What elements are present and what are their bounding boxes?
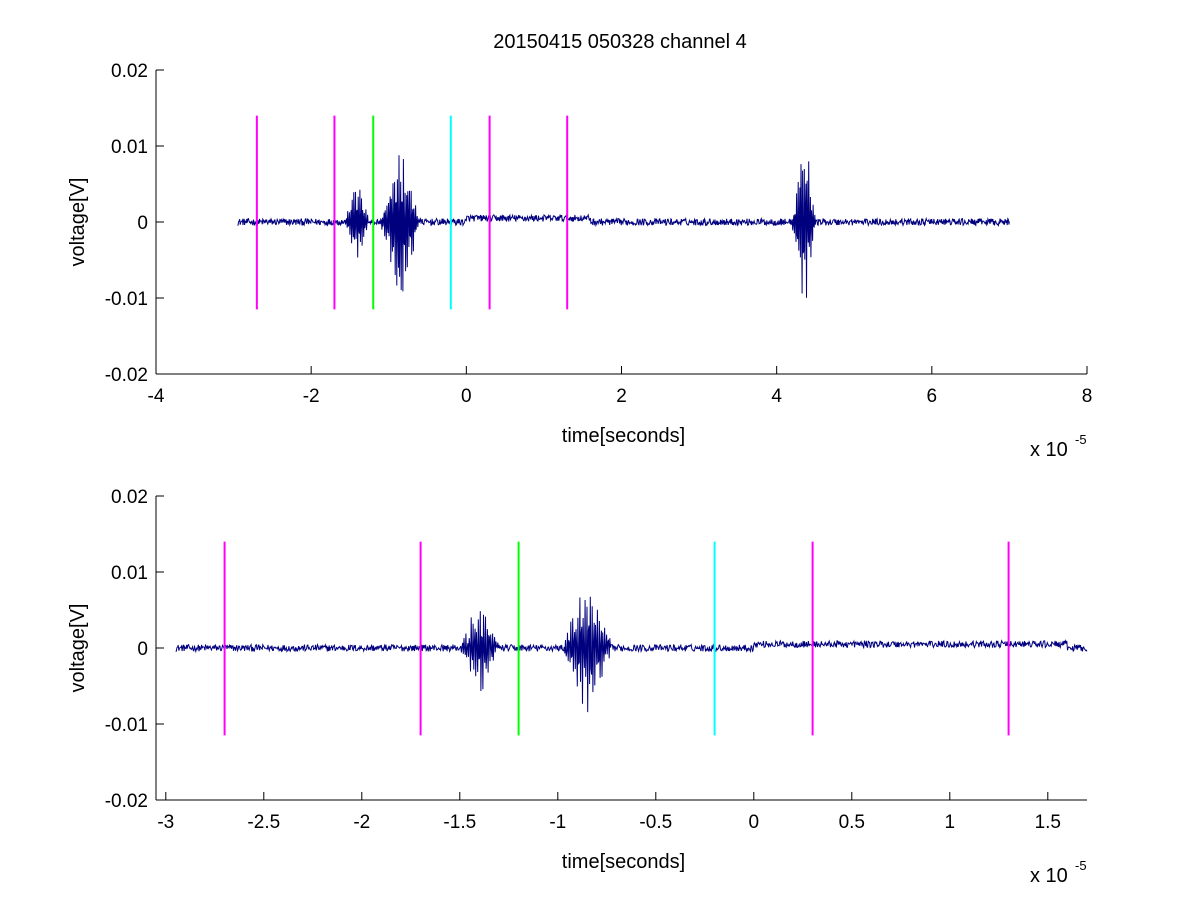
x-tick-label: 8 [1082,386,1093,407]
signal-trace [237,155,1010,298]
x-tick-label: -2 [303,386,320,407]
y-tick-label: -0.02 [105,791,148,812]
y-tick-label: 0 [137,213,148,234]
signal-trace [175,596,1088,713]
x-axis-label: time[seconds] [562,851,685,873]
x-tick-label: -2.5 [247,812,280,833]
y-tick-label: 0.01 [111,137,148,158]
figure-title: 20150415 050328 channel 4 [493,31,747,53]
bottom-plot: -0.02 -0.01 0 0.01 0.02 -3 -2.5 -2 -1.5 -1 -0.5 0 0.… [67,487,1088,887]
y-axis-label: voltage[V] [67,178,89,267]
x-tick-label: 0 [461,386,472,407]
x-tick-label: 0.5 [839,812,865,833]
x-tick-label: -3 [157,812,174,833]
x-tick-label: 6 [927,386,938,407]
x-tick-label: -4 [148,386,165,407]
x-exponent-label: x 10 [1030,439,1068,461]
x-tick-label: -2 [353,812,370,833]
y-tick-label: -0.01 [105,289,148,310]
x-tick-label: -1.5 [443,812,476,833]
y-tick-label: 0 [137,639,148,660]
x-exponent-power: -5 [1075,858,1087,873]
x-exponent-power: -5 [1075,432,1087,447]
y-tick-label: 0.02 [111,487,148,508]
x-tick-label: 1 [945,812,956,833]
x-tick-label: -1 [549,812,566,833]
y-tick-label: -0.01 [105,715,148,736]
y-tick-label: 0.02 [111,61,148,82]
x-axis-label: time[seconds] [562,425,685,447]
x-tick-label: 4 [771,386,782,407]
x-tick-label: 2 [616,386,627,407]
y-axis-label: voltage[V] [67,604,89,693]
y-tick-label: -0.02 [105,365,148,386]
x-tick-label: -0.5 [639,812,672,833]
y-tick-label: 0.01 [111,563,148,584]
x-exponent-label: x 10 [1030,865,1068,887]
top-plot: -0.02 -0.01 0 0.01 0.02 -4 -2 0 2 4 6 8 time[seconds… [67,61,1092,461]
x-tick-label: 1.5 [1035,812,1061,833]
x-tick-label: 0 [749,812,760,833]
